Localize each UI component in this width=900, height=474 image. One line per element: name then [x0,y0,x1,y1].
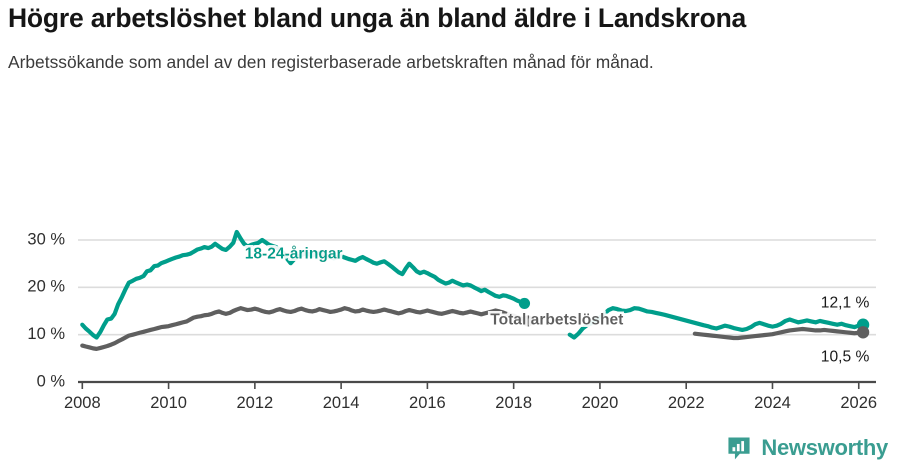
y-axis-labels: 0 % 10 % 20 % 30 % [27,230,65,390]
series-lines [80,229,866,351]
end-value-label: 10,5 % [821,348,870,365]
series-line [567,306,866,340]
series-inline-label: 18-24-åringar [245,244,343,262]
x-tick-label: 2008 [64,394,101,412]
x-tick-label: 2026 [840,394,877,412]
page-subtitle: Arbetssökande som andel av den registerb… [8,51,654,72]
end-value-label: 12,1 % [821,295,870,312]
x-tick-label: 2022 [668,394,705,412]
x-tick-label: 2012 [236,394,273,412]
series-end-marker [522,315,534,327]
x-tick-label: 2010 [150,394,187,412]
series-end-marker [856,326,870,339]
x-tick-label: 2024 [754,394,791,412]
end-value-labels: 12,1 % 10,5 % [821,295,870,366]
series-inline-label: Total arbetslöshet [490,312,623,329]
series-inline-labels: 18-24-åringar Total arbetslöshet [245,244,624,328]
y-tick-label: 20 % [27,278,65,296]
series-line [80,229,527,340]
x-tick-label: 2016 [409,394,446,412]
series-line [692,326,866,341]
x-axis-ticks [81,382,860,389]
series-end-markers [518,297,870,339]
gridlines [78,239,876,384]
bar-chart-speech-bubble-icon [728,437,750,460]
newsworthy-logo: Newsworthy [726,435,888,461]
x-axis-labels: 2008 2010 2012 2014 2016 2018 2020 2022 2024 2026 [64,394,877,412]
x-tick-label: 2014 [323,394,360,412]
page-title: Högre arbetslöshet bland unga än bland ä… [8,3,747,33]
y-tick-label: 10 % [27,325,65,343]
x-tick-label: 2020 [582,394,619,412]
y-tick-label: 0 % [37,372,66,390]
y-tick-label: 30 % [27,230,65,248]
series-end-marker [518,297,531,310]
series-line [80,306,531,351]
x-tick-label: 2018 [495,394,532,412]
newsworthy-brand-text: Newsworthy [761,435,888,460]
series-end-marker [856,318,870,331]
chart-header: Högre arbetslöshet bland unga än bland ä… [8,2,768,75]
